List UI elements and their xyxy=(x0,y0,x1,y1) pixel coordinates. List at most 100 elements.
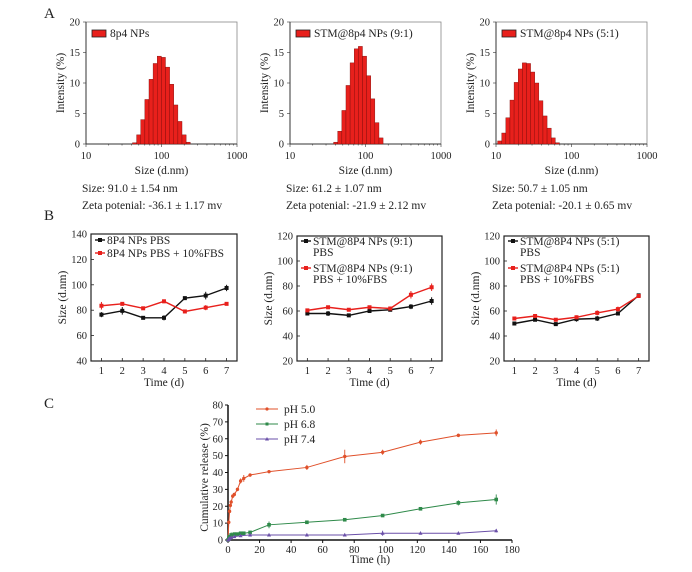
y-axis-label: Size (d.nm) xyxy=(470,272,482,326)
x-axis-label: Size (d.nm) xyxy=(545,165,599,177)
data-point xyxy=(99,303,104,308)
x-tick-label: 2 xyxy=(532,366,537,377)
data-point xyxy=(553,322,558,327)
y-axis-label: Size (d.nm) xyxy=(57,271,69,325)
histogram-a2: 10 100 1000 0 5 10 15 20 Size (d.nm) Intensity (%… xyxy=(259,18,452,213)
data-point xyxy=(380,531,385,535)
size-note: Size: 50.7 ± 1.05 nm xyxy=(492,183,588,195)
data-point xyxy=(429,299,434,303)
data-point xyxy=(380,450,385,454)
data-point xyxy=(120,301,125,306)
data-point xyxy=(456,531,461,535)
y-tick-label: 120 xyxy=(277,232,293,243)
histogram-bar xyxy=(538,100,544,145)
legend-marker xyxy=(265,407,269,411)
legend-label: STM@8P4 NPs (5:1) xyxy=(520,263,620,275)
data-point xyxy=(346,313,351,318)
y-tick-label: 60 xyxy=(283,307,294,318)
histogram-bar xyxy=(345,85,351,145)
y-tick-label: 20 xyxy=(274,18,285,29)
size-note: Size: 61.2 ± 1.07 nm xyxy=(286,183,382,195)
data-point xyxy=(120,308,125,313)
data-point xyxy=(343,454,347,459)
y-tick-label: 5 xyxy=(75,109,80,120)
x-tick-label: 120 xyxy=(409,545,425,556)
histogram-a1: 10 100 1000 0 5 10 15 20 Size (d.nm) Intensity (%… xyxy=(55,18,248,213)
histogram-bar xyxy=(337,130,343,145)
histogram-bar xyxy=(333,141,338,145)
x-tick-label: 6 xyxy=(408,366,413,377)
x-tick-label: 1000 xyxy=(637,151,658,162)
histogram-bar xyxy=(555,142,560,145)
y-tick-label: 5 xyxy=(279,109,284,120)
y-tick-label: 80 xyxy=(77,306,88,317)
legend-swatch xyxy=(501,29,517,38)
legend-swatch xyxy=(91,29,107,38)
data-point xyxy=(408,304,413,309)
histogram-bar xyxy=(161,57,166,145)
legend-label: pH 6.8 xyxy=(284,419,316,431)
x-tick-label: 160 xyxy=(473,545,489,556)
x-tick-label: 10 xyxy=(491,151,502,162)
legend-label: PBS + 10%FBS xyxy=(313,274,387,286)
x-tick-label: 2 xyxy=(120,366,125,377)
x-tick-label: 5 xyxy=(388,366,393,377)
y-tick-label: 10 xyxy=(213,519,224,530)
histogram-bar xyxy=(518,68,523,145)
x-tick-label: 3 xyxy=(553,366,558,377)
histogram-bar xyxy=(140,119,146,145)
histogram-bar xyxy=(522,62,527,145)
data-point xyxy=(553,317,558,322)
x-axis-label: Size (d.nm) xyxy=(339,165,393,177)
y-tick-label: 10 xyxy=(70,79,81,90)
histogram-bar xyxy=(341,110,347,145)
legend-label: STM@8p4 NPs (5:1) xyxy=(520,28,619,40)
data-point xyxy=(229,533,233,537)
data-point xyxy=(574,315,579,320)
data-point xyxy=(418,506,423,511)
histogram-bar xyxy=(349,62,355,145)
data-point xyxy=(203,293,208,298)
data-point xyxy=(99,312,104,317)
x-tick-label: 3 xyxy=(141,366,146,377)
histogram-bar xyxy=(185,141,191,145)
y-tick-label: 120 xyxy=(484,232,500,243)
y-tick-label: 60 xyxy=(213,434,224,445)
data-point xyxy=(248,532,253,537)
x-tick-label: 6 xyxy=(203,366,208,377)
histogram-bar xyxy=(148,79,154,145)
data-point xyxy=(182,296,187,301)
data-point xyxy=(305,311,310,316)
data-point xyxy=(615,311,620,316)
stability-chart-b2: 20 40 60 80 100 120 1 2 3 4 5 6 7 Time (d) Size (d.nm)… xyxy=(263,232,443,389)
histogram-bar xyxy=(169,84,174,145)
x-tick-label: 180 xyxy=(504,545,520,556)
histogram-bar xyxy=(501,132,507,145)
y-tick-label: 0 xyxy=(218,536,223,547)
data-point xyxy=(305,520,309,525)
data-point xyxy=(232,532,237,536)
data-point xyxy=(141,315,146,320)
y-tick-label: 20 xyxy=(70,18,81,29)
legend-label: 8p4 NPs xyxy=(110,28,150,40)
data-point xyxy=(305,465,309,470)
data-point xyxy=(241,531,246,536)
data-point xyxy=(388,306,393,311)
legend-marker xyxy=(304,266,308,270)
x-tick-label: 5 xyxy=(182,366,187,377)
y-tick-label: 80 xyxy=(490,282,501,293)
histogram-bar xyxy=(132,142,137,145)
data-point xyxy=(267,532,272,537)
histogram-bar xyxy=(362,55,367,145)
histogram-bar xyxy=(370,98,376,145)
x-tick-label: 1000 xyxy=(227,151,248,162)
x-axis-label: Time (d) xyxy=(556,377,596,389)
data-point xyxy=(229,535,234,539)
legend-label: pH 5.0 xyxy=(284,404,316,416)
y-tick-label: 100 xyxy=(484,257,500,268)
legend-label: pH 7.4 xyxy=(284,434,316,446)
y-tick-label: 10 xyxy=(480,79,491,90)
histogram-bar xyxy=(509,99,515,145)
legend-marker xyxy=(511,239,515,243)
